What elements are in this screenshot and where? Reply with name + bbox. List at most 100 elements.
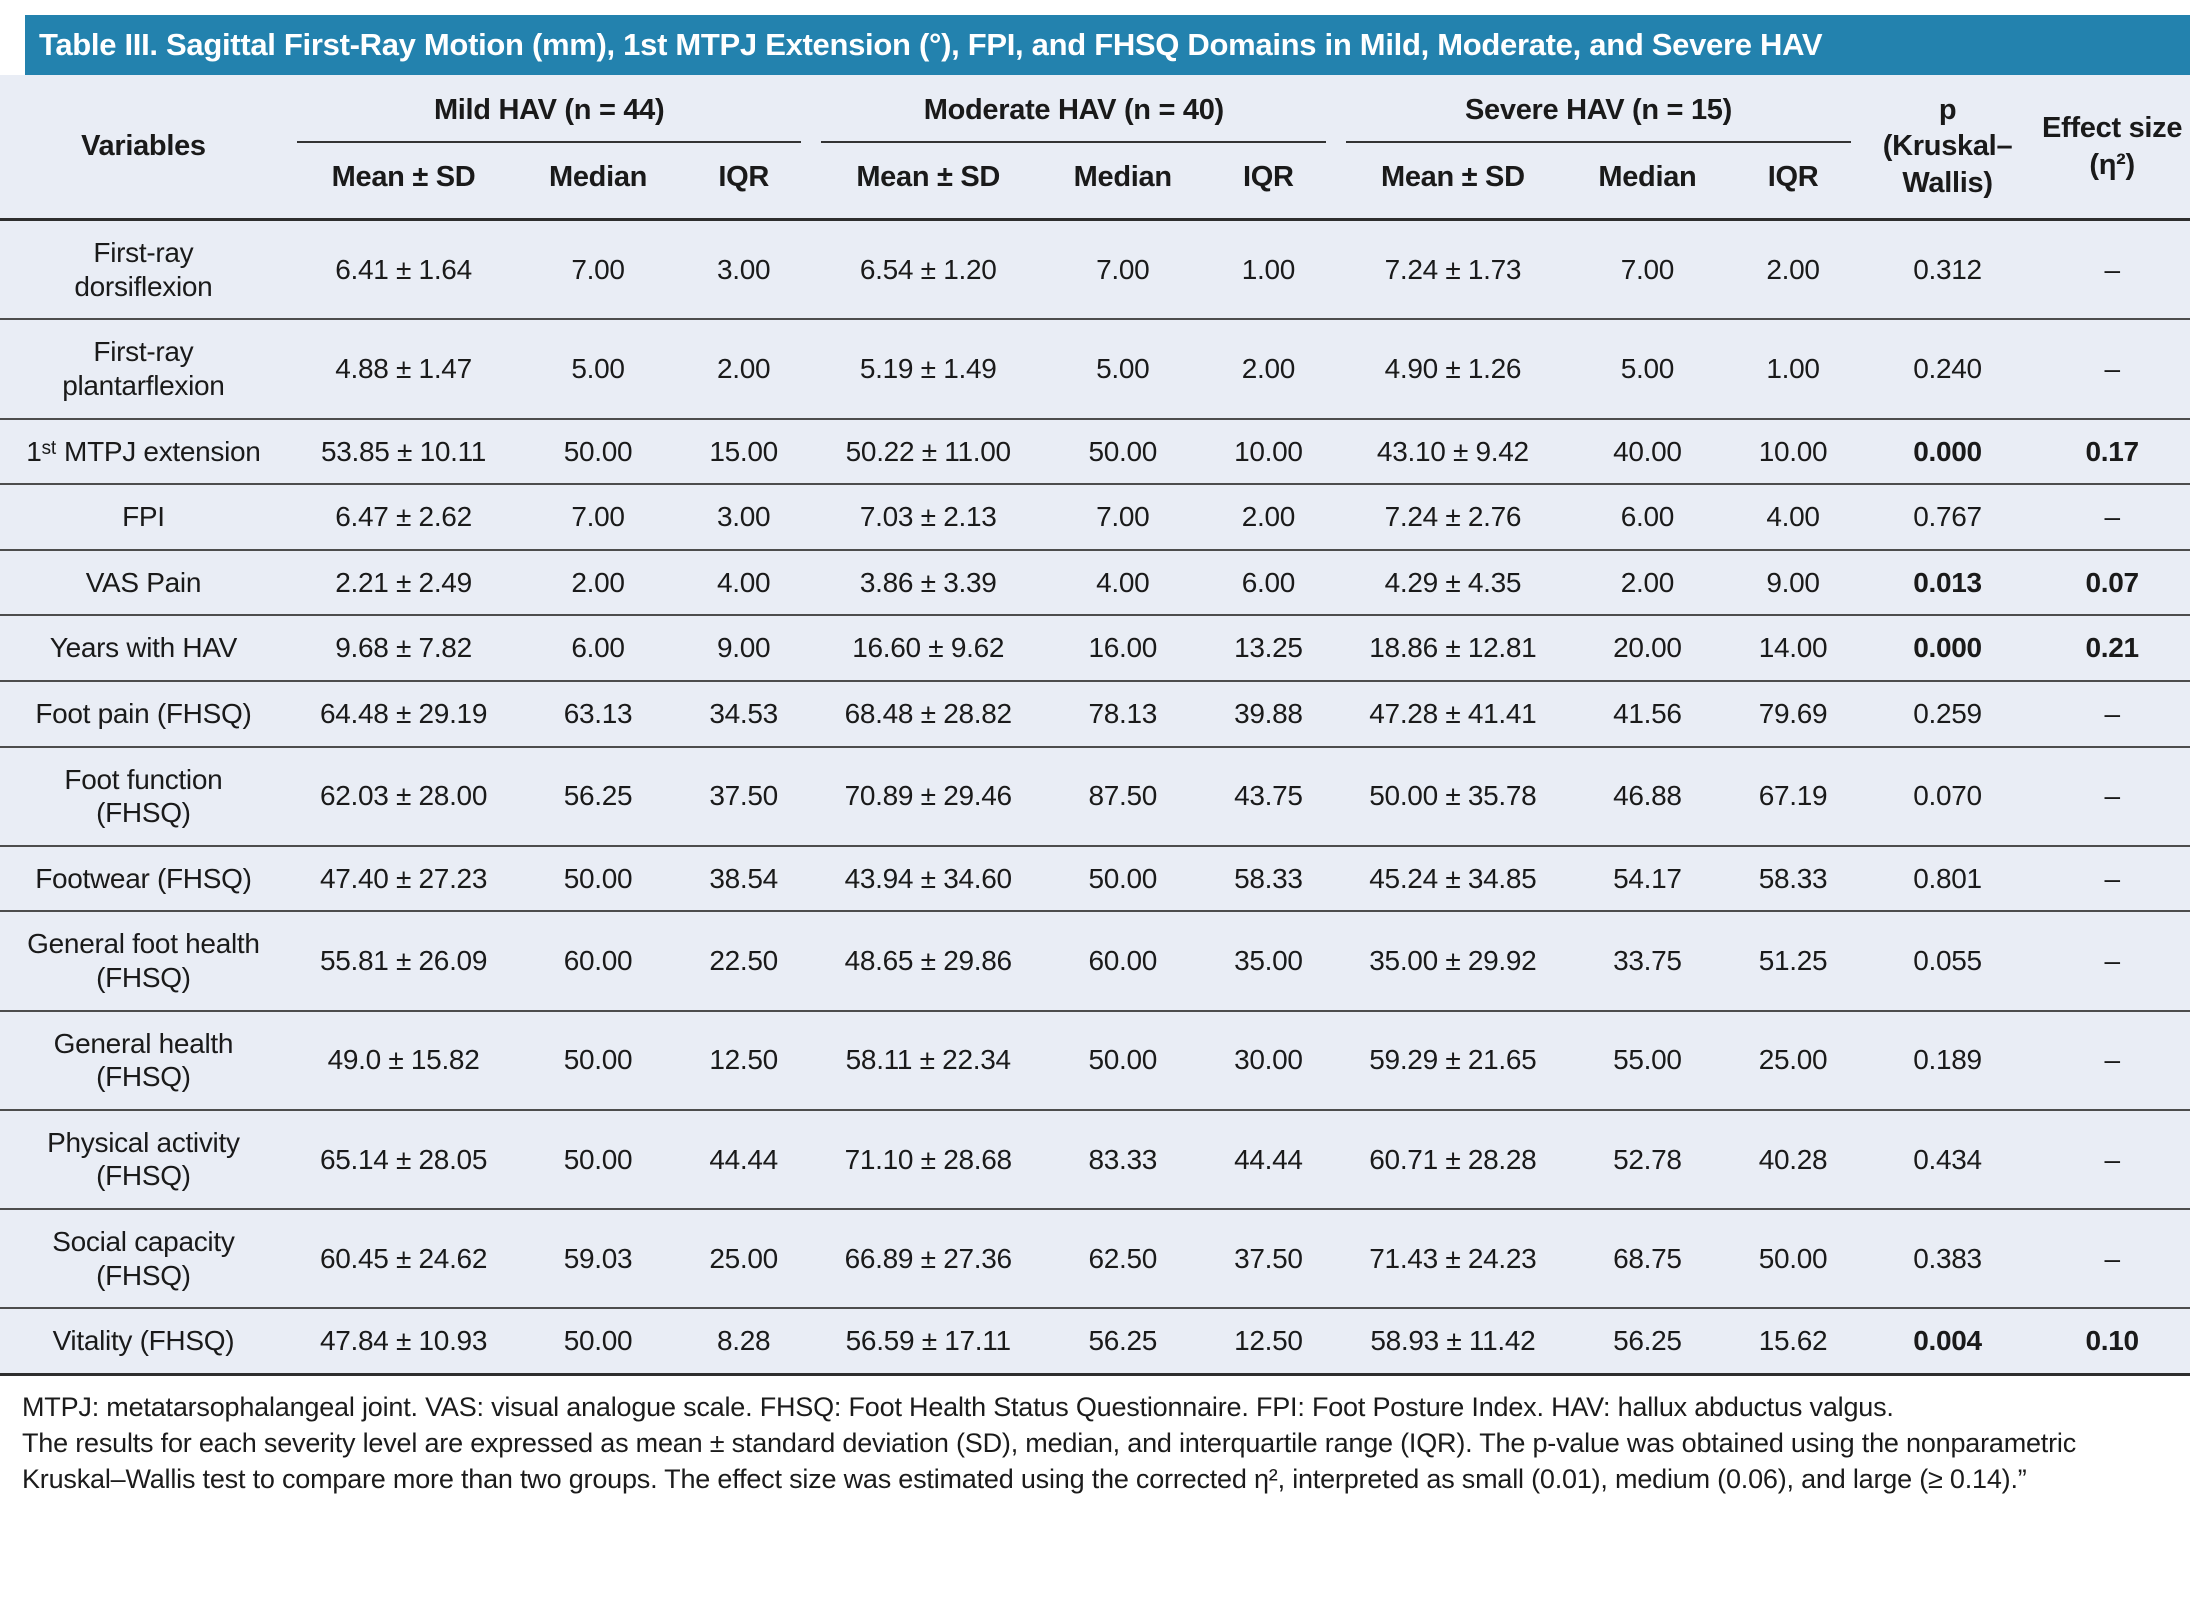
value-cell: 71.43 ± 24.23 <box>1336 1208 1570 1310</box>
value-cell: 7.24 ± 1.73 <box>1336 219 1570 321</box>
value-cell: 53.85 ± 10.11 <box>286 418 521 486</box>
value-cell: 7.00 <box>520 219 676 321</box>
value-cell: 47.28 ± 41.41 <box>1336 680 1570 748</box>
value-cell: 15.00 <box>675 418 812 486</box>
value-cell: 49.0 ± 15.82 <box>286 1010 521 1111</box>
effect-size-cell: 0.10 <box>2034 1308 2190 1376</box>
group-header-mild: Mild HAV (n = 44) <box>287 75 812 143</box>
value-cell: 7.00 <box>1044 484 1201 551</box>
value-cell: 60.00 <box>520 911 676 1012</box>
sub-header-mean-severe: Mean ± SD <box>1336 142 1570 222</box>
value-cell: 7.00 <box>520 484 676 551</box>
effect-size-cell: – <box>2034 1208 2190 1310</box>
value-cell: 6.00 <box>520 615 676 682</box>
value-cell: 70.89 ± 29.46 <box>811 746 1045 847</box>
table-body: First-ray dorsiflexion 6.41 ± 1.64 7.00 3.0… <box>0 219 2190 1376</box>
table-header: Variables Mild HAV (n = 44) Moderate HAV… <box>0 75 2190 222</box>
value-cell: 50.00 <box>1044 418 1201 486</box>
value-cell: 16.60 ± 9.62 <box>811 615 1045 682</box>
row-variable-cell: General health (FHSQ) <box>0 1010 287 1111</box>
group-label-mild: Mild HAV (n = 44) <box>433 94 665 126</box>
value-cell: 5.00 <box>520 319 676 420</box>
sub-header-row: Mean ± SD Median IQR Mean ± SD Median IQ… <box>0 142 2190 222</box>
p-column-header: p (Kruskal–Wallis) <box>1860 75 2035 222</box>
value-cell: 6.47 ± 2.62 <box>286 484 521 551</box>
value-cell: 35.00 <box>1200 911 1337 1012</box>
value-cell: 6.41 ± 1.64 <box>286 219 521 321</box>
p-header-line1: p <box>1938 94 1957 127</box>
sub-header-iqr-severe: IQR <box>1725 142 1861 222</box>
value-cell: 4.00 <box>675 549 812 617</box>
value-cell: 67.19 <box>1725 746 1861 847</box>
value-cell: 56.25 <box>520 746 676 847</box>
sub-header-iqr-moderate: IQR <box>1200 142 1337 222</box>
value-cell: 15.62 <box>1725 1308 1861 1376</box>
value-cell: 50.00 <box>1044 845 1201 913</box>
table-row: FPI 6.47 ± 2.62 7.00 3.00 7.03 ± 2.13 7.00 2.0… <box>0 484 2190 551</box>
value-cell: 63.13 <box>520 680 676 748</box>
table-row: First-ray dorsiflexion 6.41 ± 1.64 7.00 3.0… <box>0 219 2190 321</box>
effect-size-cell: – <box>2034 746 2190 847</box>
group-label-severe: Severe HAV (n = 15) <box>1465 94 1732 126</box>
value-cell: 6.54 ± 1.20 <box>811 219 1045 321</box>
group-header-moderate: Moderate HAV (n = 40) <box>811 75 1336 143</box>
value-cell: 48.65 ± 29.86 <box>811 911 1045 1012</box>
value-cell: 71.10 ± 28.68 <box>811 1109 1045 1210</box>
value-cell: 50.00 <box>520 1109 676 1210</box>
value-cell: 50.00 <box>1044 1010 1201 1111</box>
p-value-cell: 0.312 <box>1860 219 2035 321</box>
effect-size-cell: – <box>2034 680 2190 748</box>
footnote-methods: The results for each severity level are … <box>22 1427 2077 1494</box>
value-cell: 47.84 ± 10.93 <box>286 1308 521 1376</box>
value-cell: 44.44 <box>675 1109 812 1210</box>
group-header-severe: Severe HAV (n = 15) <box>1336 75 1861 143</box>
table-row: 1ˢᵗ MTPJ extension 53.85 ± 10.11 50.00 15.0… <box>0 418 2190 486</box>
value-cell: 54.17 <box>1569 845 1726 913</box>
value-cell: 14.00 <box>1725 615 1861 682</box>
value-cell: 59.03 <box>520 1208 676 1310</box>
value-cell: 10.00 <box>1725 418 1861 486</box>
p-value-cell: 0.383 <box>1860 1208 2035 1310</box>
value-cell: 40.28 <box>1725 1109 1861 1210</box>
row-variable-cell: VAS Pain <box>0 549 287 617</box>
value-cell: 37.50 <box>675 746 812 847</box>
value-cell: 7.00 <box>1569 219 1726 321</box>
p-header-line2: (Kruskal–Wallis) <box>1882 130 2013 199</box>
value-cell: 56.25 <box>1044 1308 1201 1376</box>
value-cell: 3.00 <box>675 219 812 321</box>
table-title-bar: Table III. Sagittal First-Ray Motion (mm… <box>25 15 2190 75</box>
value-cell: 13.25 <box>1200 615 1337 682</box>
value-cell: 55.81 ± 26.09 <box>286 911 521 1012</box>
p-value-cell: 0.013 <box>1860 549 2035 617</box>
value-cell: 1.00 <box>1200 219 1337 321</box>
value-cell: 5.00 <box>1044 319 1201 420</box>
effect-size-cell: 0.17 <box>2034 418 2190 486</box>
footnotes: MTPJ: metatarsophalangeal joint. VAS: vi… <box>0 1375 2204 1498</box>
value-cell: 50.00 <box>520 1308 676 1376</box>
effect-size-cell: – <box>2034 845 2190 913</box>
value-cell: 4.00 <box>1044 549 1201 617</box>
value-cell: 4.90 ± 1.26 <box>1336 319 1570 420</box>
row-variable-cell: Foot function (FHSQ) <box>0 746 287 847</box>
variables-header: Variables <box>0 75 287 222</box>
value-cell: 62.03 ± 28.00 <box>286 746 521 847</box>
value-cell: 78.13 <box>1044 680 1201 748</box>
value-cell: 50.00 ± 35.78 <box>1336 746 1570 847</box>
value-cell: 20.00 <box>1569 615 1726 682</box>
value-cell: 5.19 ± 1.49 <box>811 319 1045 420</box>
effect-size-cell: 0.07 <box>2034 549 2190 617</box>
table-row: Physical activity (FHSQ) 65.14 ± 28.05 50.… <box>0 1109 2190 1210</box>
value-cell: 62.50 <box>1044 1208 1201 1310</box>
value-cell: 58.33 <box>1200 845 1337 913</box>
value-cell: 60.00 <box>1044 911 1201 1012</box>
value-cell: 2.21 ± 2.49 <box>286 549 521 617</box>
value-cell: 25.00 <box>675 1208 812 1310</box>
table-row: VAS Pain 2.21 ± 2.49 2.00 4.00 3.86 ± 3.39 4.… <box>0 549 2190 617</box>
value-cell: 33.75 <box>1569 911 1726 1012</box>
value-cell: 56.59 ± 17.11 <box>811 1308 1045 1376</box>
value-cell: 64.48 ± 29.19 <box>286 680 521 748</box>
value-cell: 58.33 <box>1725 845 1861 913</box>
value-cell: 40.00 <box>1569 418 1726 486</box>
value-cell: 60.71 ± 28.28 <box>1336 1109 1570 1210</box>
group-header-row: Variables Mild HAV (n = 44) Moderate HAV… <box>0 75 2190 222</box>
